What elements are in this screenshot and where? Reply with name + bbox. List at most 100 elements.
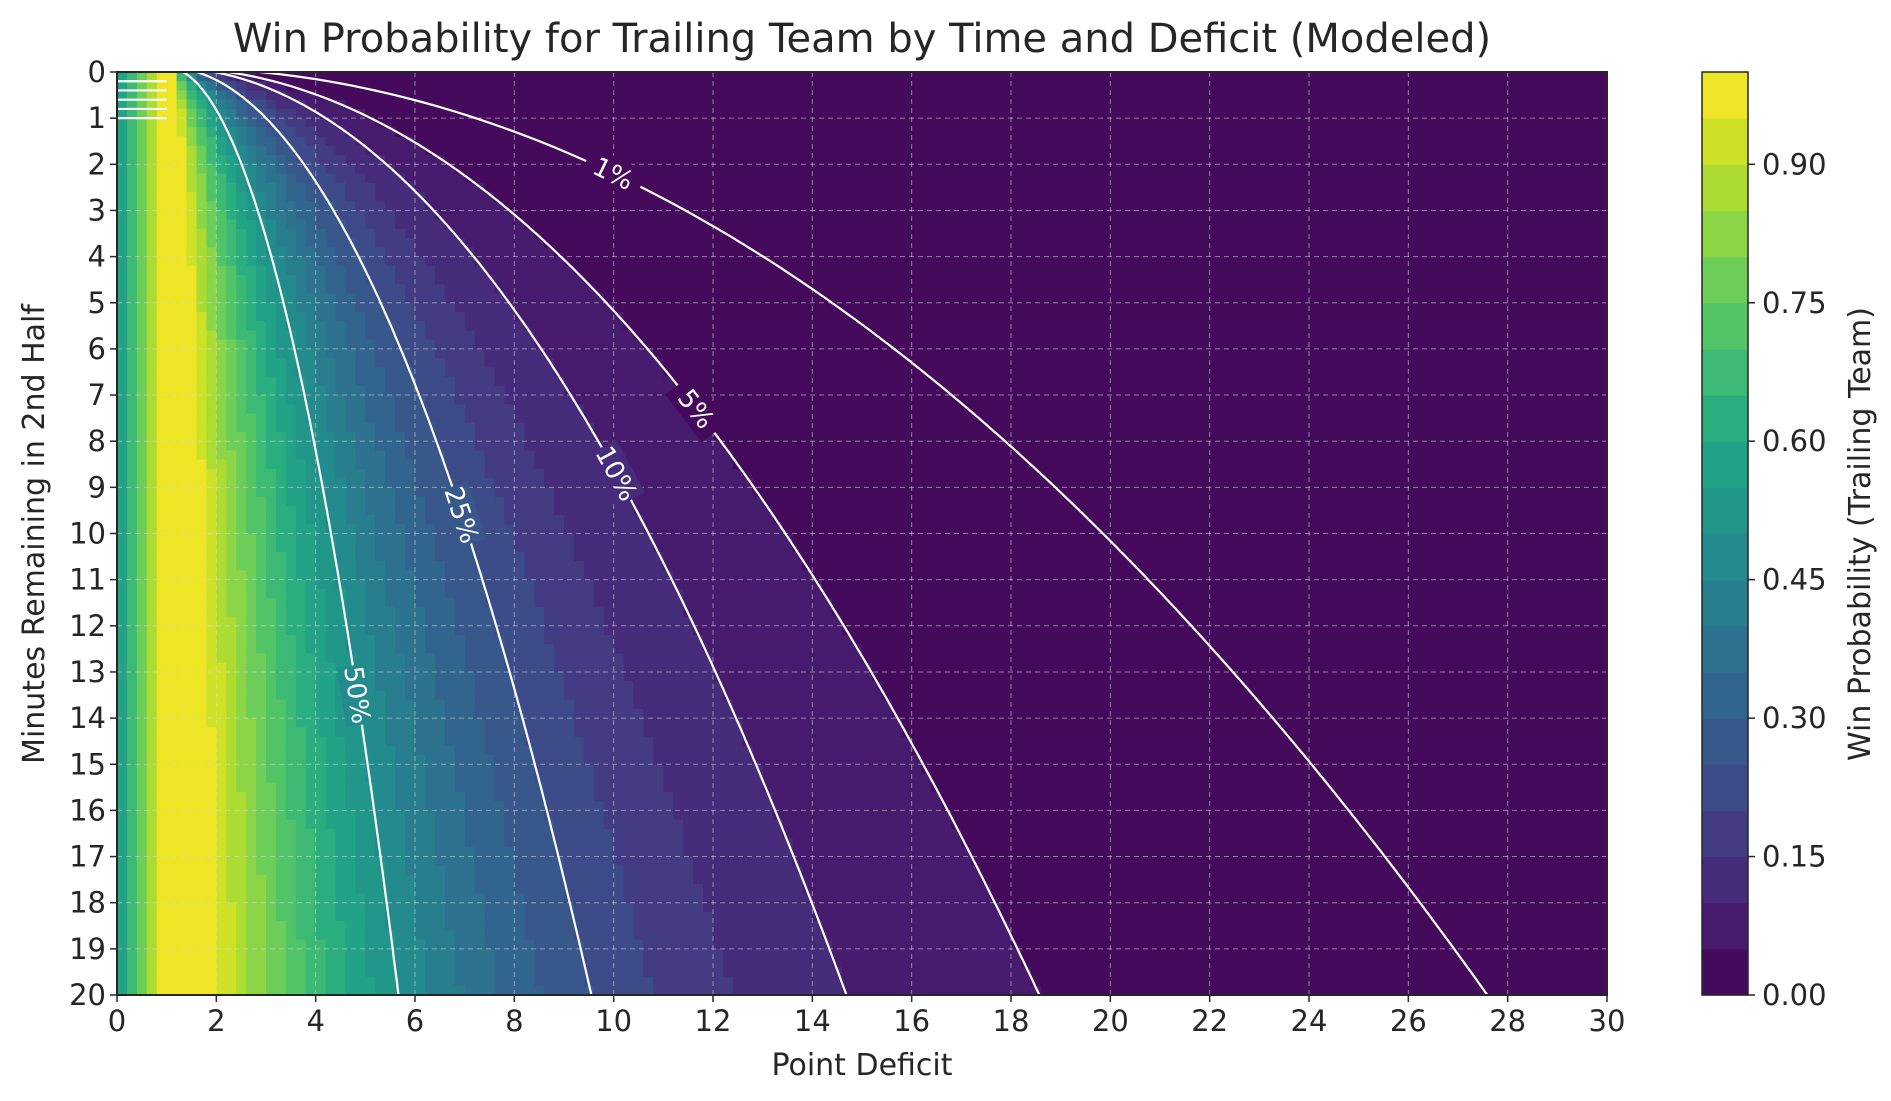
heatmap-cell bbox=[1140, 90, 1151, 101]
heatmap-cell bbox=[1229, 247, 1241, 258]
heatmap-cell bbox=[871, 284, 883, 295]
heatmap-cell bbox=[991, 81, 1002, 92]
heatmap-cell bbox=[1338, 238, 1350, 248]
heatmap-cell bbox=[1150, 201, 1161, 212]
heatmap-cell bbox=[752, 155, 764, 165]
heatmap-cell bbox=[395, 99, 406, 110]
heatmap-cell bbox=[683, 191, 694, 202]
heatmap-cell bbox=[1338, 348, 1350, 359]
heatmap-cell bbox=[901, 219, 913, 230]
heatmap-cell bbox=[1587, 339, 1598, 350]
heatmap-cell bbox=[1547, 182, 1558, 193]
heatmap-cell bbox=[1318, 108, 1330, 119]
heatmap-cell bbox=[206, 228, 217, 239]
heatmap-cell bbox=[1020, 191, 1032, 202]
heatmap-cell bbox=[1448, 201, 1459, 212]
heatmap-cell bbox=[474, 118, 486, 128]
heatmap-cell bbox=[1507, 173, 1519, 184]
heatmap-cell bbox=[633, 284, 645, 295]
heatmap-cell bbox=[335, 238, 347, 248]
heatmap-cell bbox=[921, 284, 933, 295]
heatmap-cell bbox=[852, 99, 863, 110]
heatmap-cell bbox=[852, 275, 863, 285]
heatmap-cell bbox=[991, 145, 1002, 156]
heatmap-cell bbox=[275, 284, 287, 295]
heatmap-cell bbox=[285, 90, 297, 101]
heatmap-cell bbox=[1408, 247, 1419, 258]
heatmap-cell bbox=[206, 339, 217, 350]
heatmap-cell bbox=[1001, 348, 1012, 359]
heatmap-cell bbox=[246, 201, 257, 212]
heatmap-cell bbox=[782, 256, 794, 267]
heatmap-cell bbox=[1169, 367, 1181, 378]
heatmap-cell bbox=[881, 330, 893, 341]
heatmap-cell bbox=[216, 108, 227, 119]
heatmap-cell bbox=[544, 173, 555, 184]
heatmap-cell bbox=[1011, 358, 1022, 368]
heatmap-cell bbox=[981, 339, 992, 350]
heatmap-cell bbox=[812, 145, 823, 156]
heatmap-cell bbox=[305, 81, 317, 92]
heatmap-cell bbox=[742, 348, 754, 359]
heatmap-cell bbox=[156, 321, 168, 332]
heatmap-cell bbox=[1090, 275, 1101, 285]
heatmap-cell bbox=[623, 210, 635, 221]
heatmap-cell bbox=[424, 72, 436, 82]
heatmap-cell bbox=[1577, 265, 1588, 276]
heatmap-cell bbox=[1189, 155, 1201, 165]
heatmap-cell bbox=[1189, 256, 1201, 267]
heatmap-cell bbox=[921, 256, 933, 267]
heatmap-cell bbox=[186, 201, 198, 212]
heatmap-cell bbox=[643, 219, 654, 230]
heatmap-cell bbox=[951, 210, 962, 221]
heatmap-cell bbox=[464, 367, 476, 378]
heatmap-cell bbox=[117, 228, 128, 239]
heatmap-cell bbox=[1318, 293, 1330, 304]
heatmap-cell bbox=[623, 127, 635, 138]
heatmap-cell bbox=[1011, 367, 1022, 378]
heatmap-cell bbox=[931, 238, 943, 248]
heatmap-cell bbox=[126, 256, 138, 267]
heatmap-cell bbox=[732, 164, 744, 175]
heatmap-cell bbox=[564, 358, 575, 368]
heatmap-cell bbox=[1517, 302, 1529, 313]
heatmap-cell bbox=[524, 311, 535, 322]
heatmap-cell bbox=[434, 293, 446, 304]
heatmap-cell bbox=[663, 99, 674, 110]
heatmap-cell bbox=[891, 284, 903, 295]
heatmap-cell bbox=[683, 238, 694, 248]
heatmap-cell bbox=[762, 90, 774, 101]
heatmap-cell bbox=[1249, 191, 1260, 202]
heatmap-cell bbox=[1209, 210, 1221, 221]
heatmap-cell bbox=[365, 284, 376, 295]
heatmap-cell bbox=[1497, 228, 1509, 239]
heatmap-cell bbox=[1527, 275, 1539, 285]
heatmap-cell bbox=[1110, 136, 1121, 147]
heatmap-cell bbox=[981, 265, 992, 276]
heatmap-cell bbox=[444, 321, 456, 332]
heatmap-cell bbox=[693, 210, 704, 221]
heatmap-cell bbox=[1040, 348, 1052, 359]
heatmap-cell bbox=[573, 191, 585, 202]
heatmap-cell bbox=[434, 155, 446, 165]
heatmap-cell bbox=[1169, 256, 1181, 267]
heatmap-cell bbox=[246, 358, 257, 368]
heatmap-cell bbox=[1279, 247, 1290, 258]
heatmap-cell bbox=[146, 219, 158, 230]
heatmap-cell bbox=[1368, 330, 1380, 341]
heatmap-cell bbox=[325, 321, 337, 332]
heatmap-cell bbox=[981, 182, 992, 193]
heatmap-cell bbox=[295, 228, 307, 239]
heatmap-cell bbox=[365, 256, 376, 267]
heatmap-cell bbox=[613, 330, 625, 341]
heatmap-cell bbox=[1497, 72, 1509, 82]
heatmap-cell bbox=[1517, 182, 1529, 193]
heatmap-cell bbox=[1080, 358, 1092, 368]
heatmap-cell bbox=[762, 173, 774, 184]
heatmap-cell bbox=[1348, 228, 1360, 239]
heatmap-cell bbox=[1517, 201, 1529, 212]
heatmap-cell bbox=[1030, 311, 1042, 322]
heatmap-cell bbox=[1408, 182, 1419, 193]
heatmap-cell bbox=[1219, 293, 1231, 304]
heatmap-cell bbox=[623, 358, 635, 368]
